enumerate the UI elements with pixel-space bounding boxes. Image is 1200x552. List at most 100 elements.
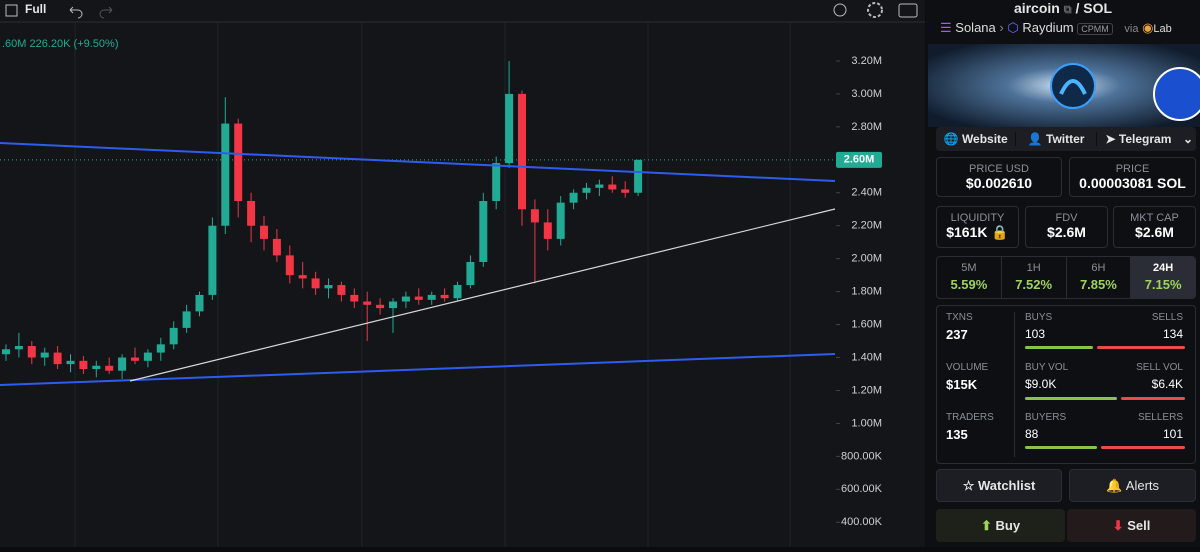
- y-tick-label: 2.80M: [851, 121, 882, 133]
- y-tick-label: 1.20M: [851, 384, 882, 396]
- metric-value: $2.6M: [1135, 224, 1174, 240]
- timeframe[interactable]: 5M 5.59%: [937, 257, 1002, 298]
- links-row: 🌐 Website 👤 Twitter ➤ Telegram ⌄: [936, 127, 1196, 151]
- link-label: Telegram: [1118, 132, 1172, 146]
- price-label: PRICE USD: [969, 163, 1029, 175]
- metric-label: LIQUIDITY: [950, 212, 1005, 224]
- timeframe[interactable]: 1H 7.52%: [1002, 257, 1067, 298]
- y-tick-label: 2.40M: [851, 187, 882, 199]
- timeframe[interactable]: 6H 7.85%: [1067, 257, 1132, 298]
- stat-value: 237: [946, 327, 968, 342]
- candle-body: [479, 201, 488, 262]
- candle-body: [221, 123, 230, 226]
- stats-box: TXNS 237 VOLUME $15K TRADERS 135 BUYS SE…: [936, 305, 1196, 464]
- pair-title: aircoin ⧉ / SOL: [1013, 0, 1113, 16]
- candle-body: [105, 365, 114, 371]
- stat-label: SELL VOL: [1136, 362, 1183, 373]
- timeframe-change: 5.59%: [950, 277, 988, 292]
- stat-value: $15K: [946, 377, 978, 392]
- sell-bar: [1101, 446, 1185, 449]
- metric-label: FDV: [1055, 212, 1078, 224]
- stat-value: 88: [1025, 427, 1039, 441]
- candle-body: [311, 278, 320, 289]
- trendline: [0, 353, 836, 386]
- candle-body: [285, 255, 294, 276]
- y-tick-label: 3.20M: [851, 55, 882, 67]
- banner: [928, 44, 1200, 127]
- price-box: PRICE USD $0.002610: [936, 157, 1062, 197]
- more[interactable]: ⌄: [1183, 132, 1194, 146]
- toolbar: [0, 0, 925, 22]
- link[interactable]: ➤ Telegram: [1105, 132, 1172, 146]
- timeframes: 5M 5.59% 1H 7.52% 6H 7.85% 24H 7.15%: [936, 256, 1196, 299]
- stat-label: TRADERS: [946, 412, 994, 423]
- chain[interactable]: Solana: [955, 20, 996, 35]
- ohlc-legend: .60M 226.20K (+9.50%): [2, 38, 119, 50]
- price-label: PRICE: [1115, 163, 1150, 175]
- metric-box: MKT CAP $2.6M: [1113, 206, 1196, 248]
- y-tick-label: 2.20M: [851, 220, 882, 232]
- candle-body: [543, 222, 552, 239]
- y-tick-label: 2.00M: [851, 253, 882, 265]
- stat-value: $6.4K: [1151, 377, 1183, 391]
- price-value: $0.002610: [965, 175, 1033, 191]
- metric-value: $2.6M: [1047, 224, 1086, 240]
- button-label: Sell: [1127, 518, 1151, 533]
- candle-body: [440, 294, 449, 299]
- stat-label: TXNS: [946, 312, 973, 323]
- watchlist-button[interactable]: ☆ Watchlist: [936, 469, 1062, 502]
- settings-icon[interactable]: [867, 2, 883, 18]
- candle-body: [350, 294, 359, 302]
- candle-body: [14, 345, 23, 350]
- candle-body: [401, 296, 410, 302]
- timeframe[interactable]: 24H 7.15%: [1131, 257, 1195, 298]
- stat-value: $9.0K: [1025, 377, 1057, 391]
- candle-body: [389, 301, 397, 309]
- candle-body: [376, 304, 385, 309]
- candle-body: [608, 184, 617, 190]
- stat-value: 134: [1162, 327, 1183, 341]
- link[interactable]: 👤 Twitter: [1016, 132, 1097, 146]
- candle-body: [492, 163, 501, 202]
- dex[interactable]: Raydium: [1022, 20, 1074, 35]
- button-label: Alerts: [1125, 478, 1160, 493]
- button-label: Buy: [995, 518, 1021, 533]
- timeframe-label: 6H: [1091, 262, 1106, 274]
- candle-body: [556, 202, 565, 239]
- link[interactable]: 🌐 Website: [936, 132, 1017, 146]
- candle-body: [66, 360, 75, 365]
- candle-body: [427, 294, 436, 300]
- undo-icon[interactable]: [69, 6, 83, 19]
- grid: [74, 22, 791, 547]
- toolbar-mode[interactable]: Full: [25, 2, 46, 16]
- candle-body: [466, 261, 475, 286]
- candle-body: [2, 349, 10, 355]
- metric-box: FDV $2.6M: [1025, 206, 1108, 248]
- y-tick-label: 400.00K: [841, 516, 883, 528]
- trendline: [0, 142, 836, 182]
- alerts-button[interactable]: 🔔 Alerts: [1069, 469, 1196, 502]
- token: aircoin: [1013, 0, 1060, 16]
- stat-value: 103: [1025, 327, 1046, 341]
- stat-value: 135: [946, 427, 968, 442]
- zoom-icon[interactable]: [833, 3, 847, 17]
- candle-body: [337, 285, 346, 295]
- sell-button[interactable]: ⬇ Sell: [1067, 509, 1196, 542]
- sell-bar: [1120, 397, 1185, 400]
- fullscreen-icon[interactable]: [5, 4, 18, 17]
- metric-box: LIQUIDITY $161K 🔒: [936, 206, 1019, 248]
- candle-body: [621, 189, 630, 193]
- candle-body: [92, 365, 101, 370]
- candle-body: [208, 225, 217, 295]
- candle-body: [40, 352, 49, 358]
- camera-icon[interactable]: [898, 3, 918, 18]
- stat-label: BUYS: [1025, 312, 1053, 323]
- candle-body: [143, 352, 152, 361]
- buy-button[interactable]: ⬆ Buy: [936, 509, 1065, 542]
- sell-bar: [1096, 346, 1185, 349]
- timeframe-change: 7.15%: [1144, 277, 1182, 292]
- y-tick-label: 1.60M: [851, 318, 882, 330]
- metric-label: MKT CAP: [1130, 212, 1179, 224]
- candle-body: [414, 296, 423, 300]
- redo-icon[interactable]: [99, 6, 113, 19]
